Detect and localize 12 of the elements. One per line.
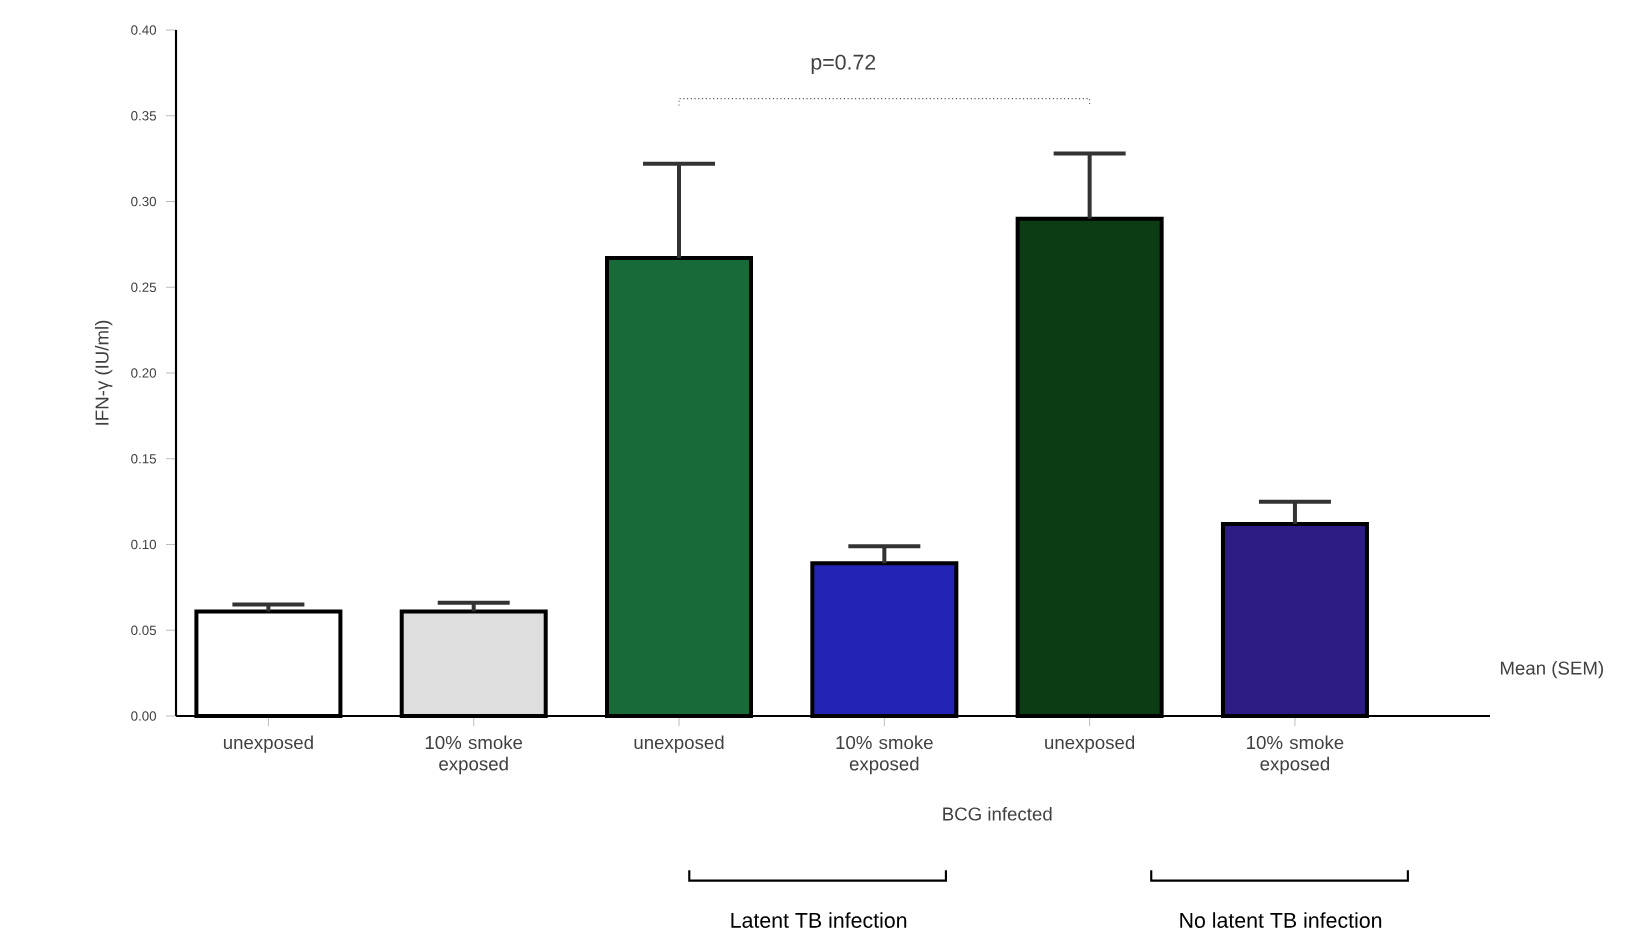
x-tick-label: unexposed [1045,735,1135,753]
x-tick-label: 10% smoke exposed [425,735,523,775]
x-tick-label: 10% smoke exposed [836,735,933,775]
text: Mean (SEM) [1500,661,1603,679]
x-tick-label: 10% smoke exposed [1247,735,1344,775]
annotation: p=0.72 [811,54,876,74]
text: BCG infected [943,806,1052,821]
x-tick-label: unexposed [223,735,313,753]
x-tick-label: unexposed [634,735,724,753]
text: Latent TB infection [731,912,907,928]
text: No latent TB infection [1180,912,1382,928]
y-axis-title: IFN-γ (IU/ml) [94,320,113,425]
